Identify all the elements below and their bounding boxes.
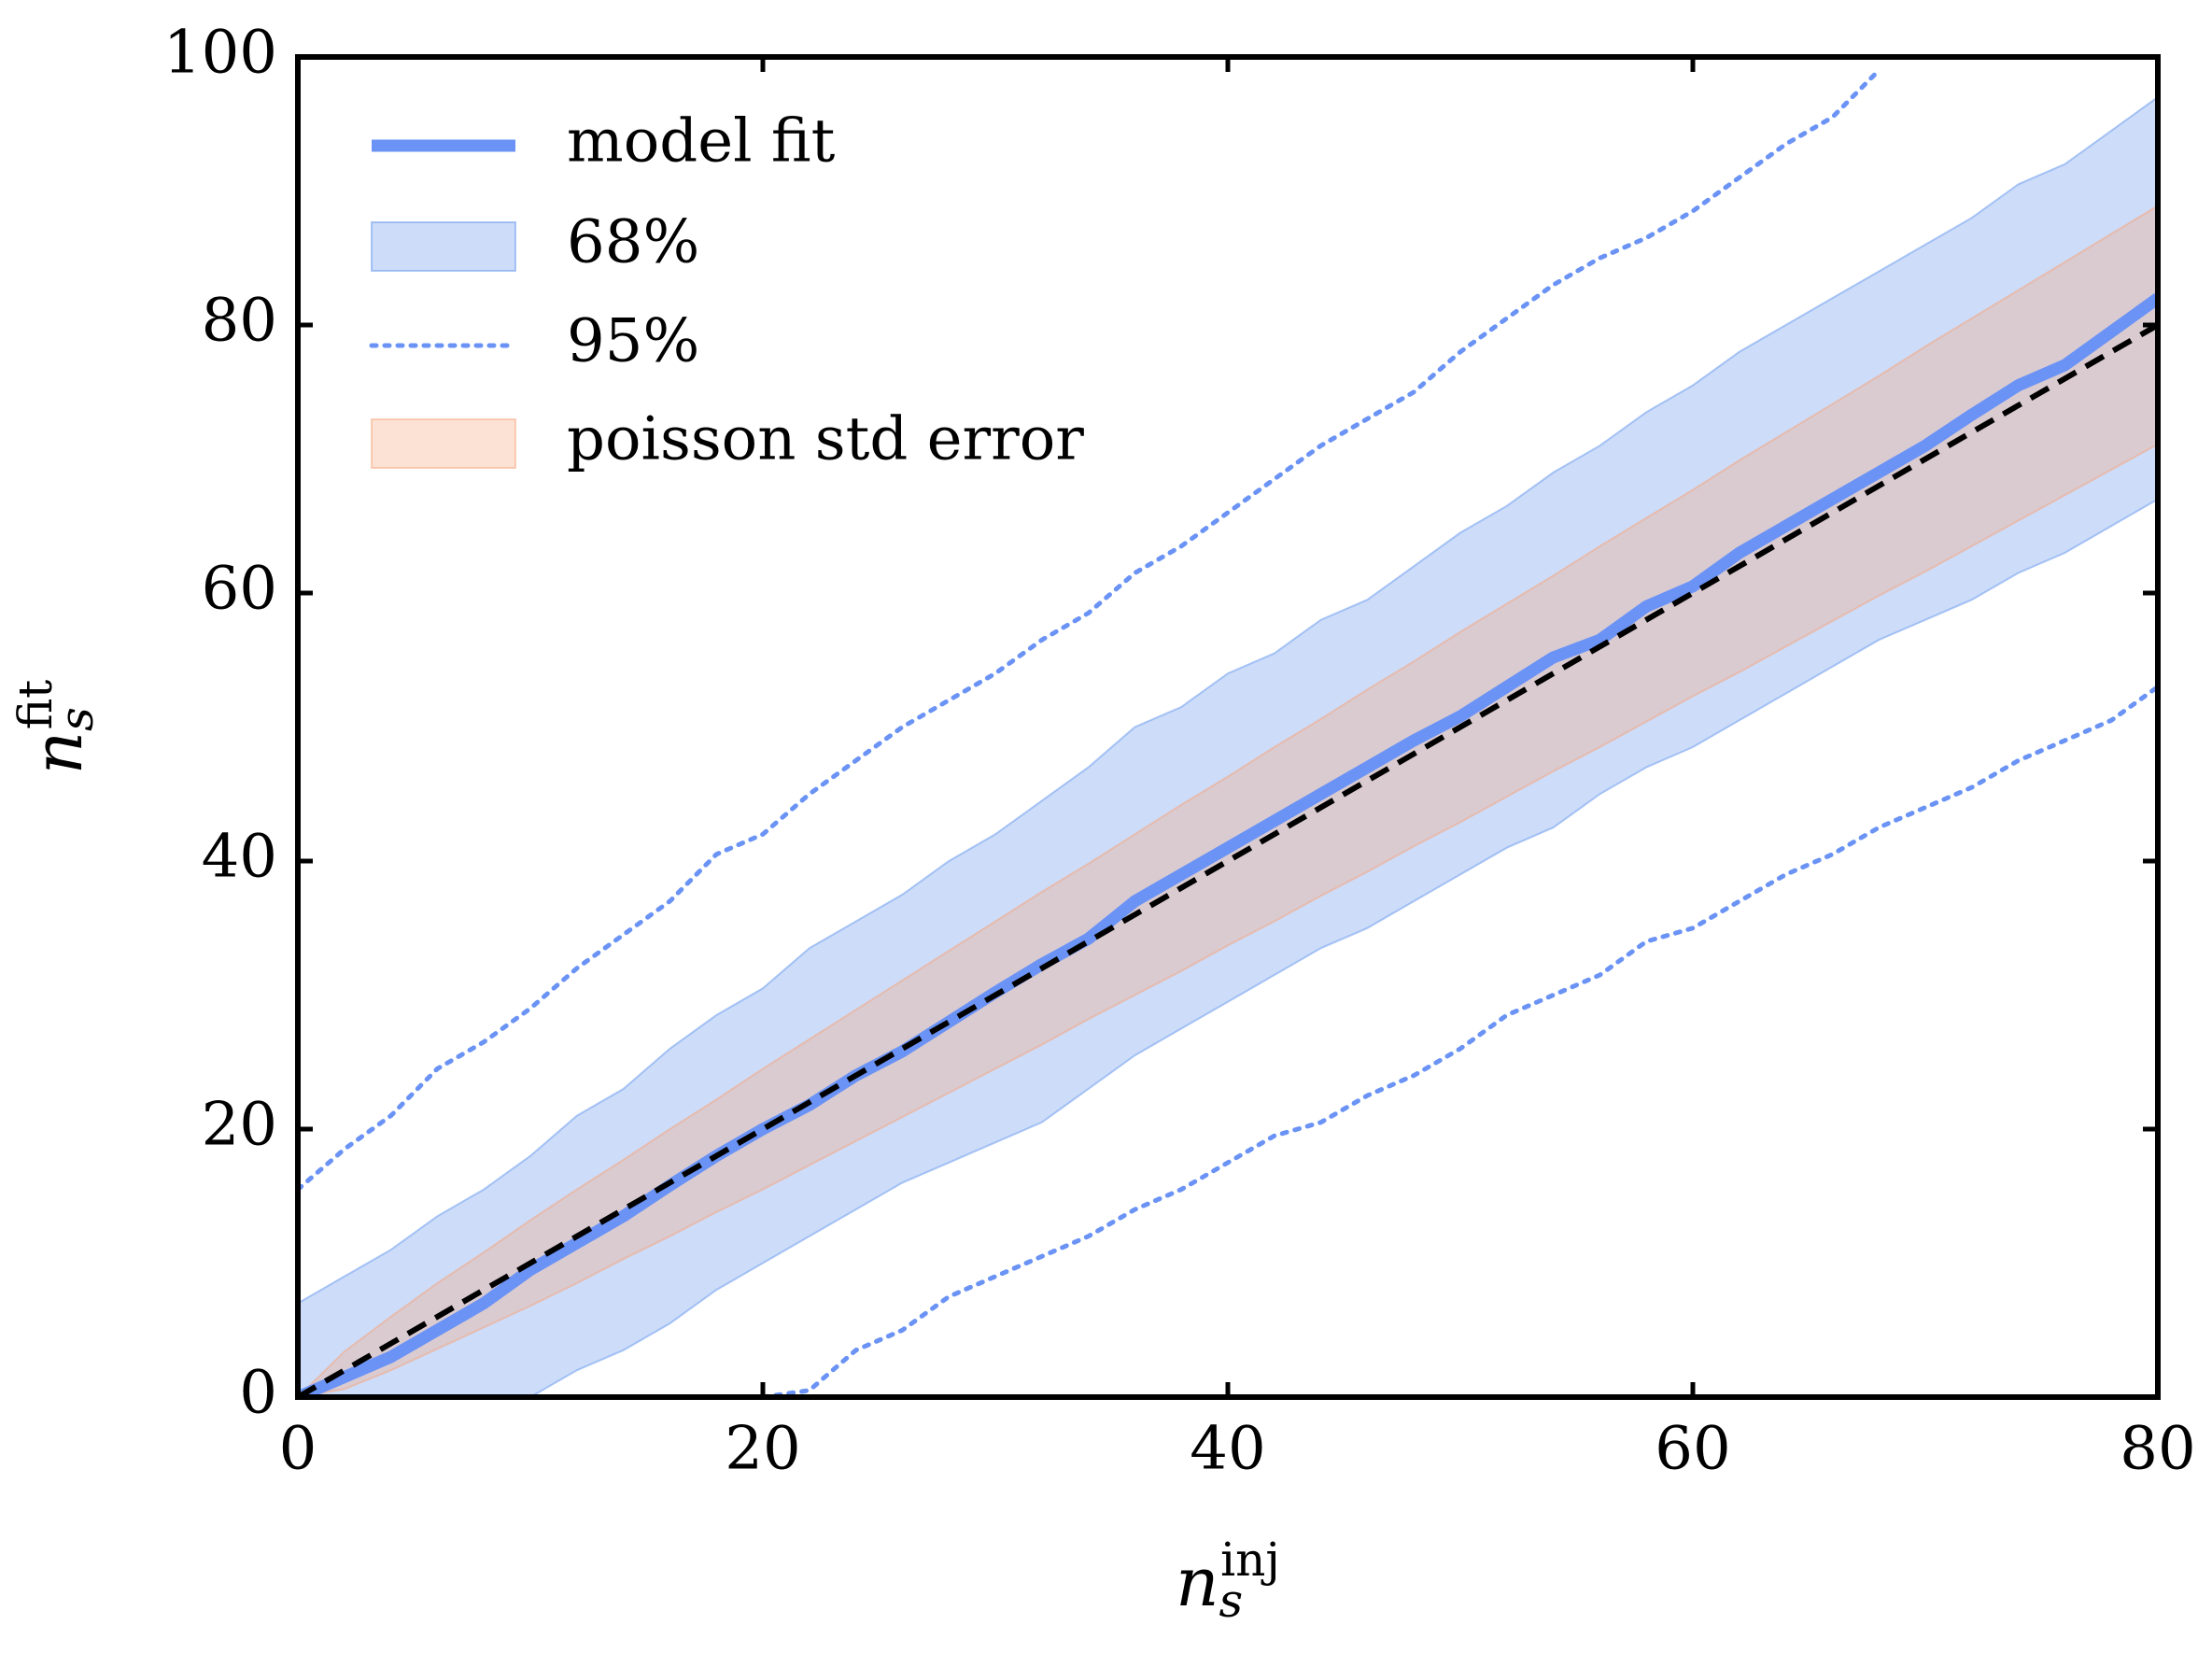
y-tick-label: 20 <box>202 1091 277 1160</box>
model-fit-line <box>298 293 2158 1397</box>
x-tick-label: 60 <box>1655 1415 1730 1484</box>
y-tick-label: 60 <box>202 555 277 624</box>
ticks: 0 20 40 60 80 0 20 40 60 80 100 <box>163 19 2196 1484</box>
legend-label: poisson std error <box>567 405 1084 474</box>
xlabel-label: nsinj <box>1176 1533 1280 1628</box>
legend-label: 68% <box>567 208 699 277</box>
x-tick-label: 20 <box>725 1415 800 1484</box>
legend-label: 95% <box>567 307 699 376</box>
interval-line <box>760 684 2158 1397</box>
y-tick-label: 0 <box>239 1359 277 1428</box>
reference-line <box>298 322 2158 1397</box>
legend-swatch <box>371 221 516 272</box>
legend-swatch <box>371 418 516 469</box>
x-tick-label: 0 <box>279 1415 317 1484</box>
plot-area <box>298 67 2158 1397</box>
ylabel-label: nsfit <box>8 680 104 775</box>
y-tick-label: 40 <box>202 823 277 892</box>
y-tick-label: 80 <box>202 287 277 356</box>
x-tick-label: 40 <box>1190 1415 1265 1484</box>
x-tick-label: 80 <box>2120 1415 2195 1484</box>
y-tick-label: 100 <box>163 19 277 88</box>
legend-label: model fit <box>567 107 836 177</box>
interval-line <box>298 67 1881 1193</box>
confidence-band <box>298 95 2158 1397</box>
confidence-band <box>298 205 2158 1397</box>
legend: model fit 68% 95% poisson std error <box>369 107 1084 474</box>
